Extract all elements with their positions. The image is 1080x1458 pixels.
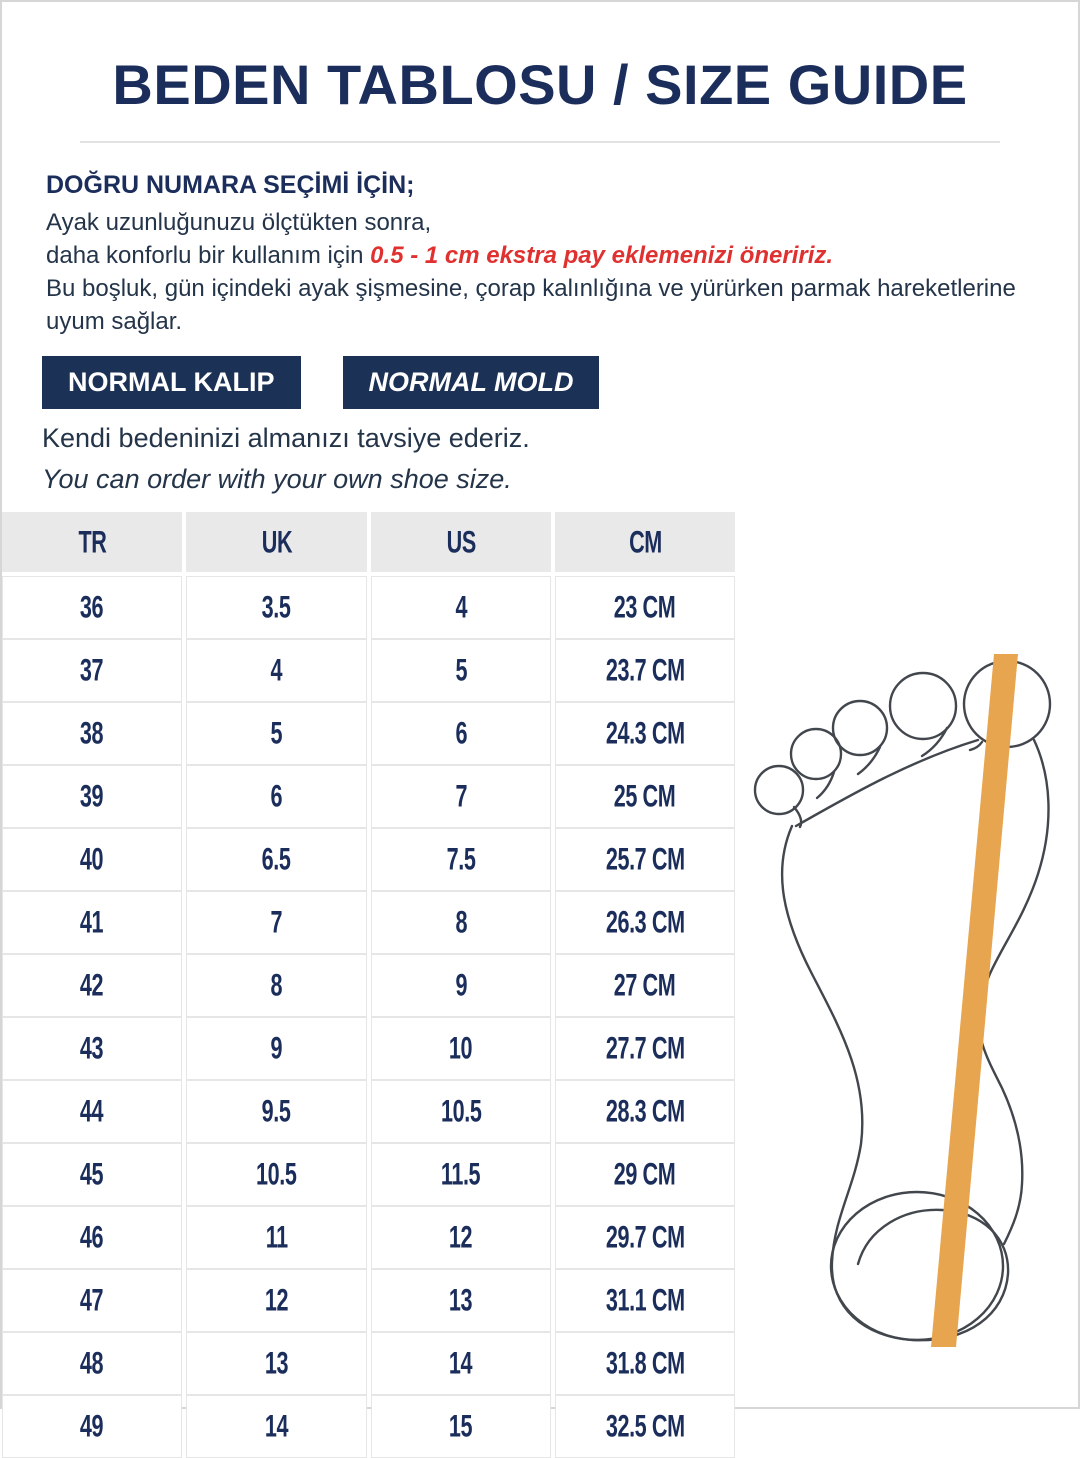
size-cell: 4 [371, 576, 551, 639]
extra-allowance-note: 0.5 - 1 cm ekstra pay eklemenizi öneriri… [370, 242, 834, 269]
size-cell: 8 [371, 891, 551, 954]
intro-line-2: daha konforlu bir kullanım için 0.5 - 1 … [46, 239, 1038, 272]
size-cell: 9 [371, 954, 551, 1017]
size-cell: 10.5 [371, 1080, 551, 1143]
size-cell: 26.3 CM [555, 891, 735, 954]
heel-outline [829, 1190, 1005, 1342]
size-cell: 6.5 [186, 828, 367, 891]
size-cell: 6 [371, 702, 551, 765]
size-cell: 6 [186, 765, 367, 828]
size-cell: 5 [186, 702, 367, 765]
intro-line-2-prefix: daha konforlu bir kullanım için [46, 242, 371, 269]
mold-badges: NORMAL KALIP NORMAL MOLD [42, 356, 1078, 409]
size-cell: 23 CM [555, 576, 735, 639]
size-cell: 43 [2, 1017, 182, 1080]
size-cell: 8 [186, 954, 367, 1017]
intro-line-1: Ayak uzunluğunuzu ölçtükten sonra, [46, 209, 432, 236]
size-cell: 39 [2, 765, 182, 828]
measuring-band [931, 654, 1018, 1347]
size-cell: 7.5 [371, 828, 551, 891]
size-cell: 4 [186, 639, 367, 702]
size-cell: 11 [186, 1206, 367, 1269]
foot-measure-illustration [753, 654, 1052, 1347]
size-cell: 29 CM [555, 1143, 735, 1206]
size-table-header-row: TR UK US CM [2, 512, 739, 572]
size-cell: 44 [2, 1080, 182, 1143]
size-cell: 38 [2, 702, 182, 765]
normal-kalip-badge: NORMAL KALIP [42, 356, 301, 409]
size-cell: 41 [2, 891, 182, 954]
size-cell: 27 CM [555, 954, 735, 1017]
size-cell: 23.7 CM [555, 639, 735, 702]
size-cell: 13 [186, 1332, 367, 1395]
size-cell: 47 [2, 1269, 182, 1332]
column-header-cm: CM [555, 512, 735, 572]
size-table-body: 36 3.5 4 23 CM 37 4 5 23.7 CM 38 5 6 24.… [2, 576, 739, 1458]
intro-section: DOĞRU NUMARA SEÇİMİ İÇİN; Ayak uzunluğun… [46, 169, 1038, 338]
column-header-tr: TR [2, 512, 182, 572]
size-cell: 42 [2, 954, 182, 1017]
size-cell: 12 [186, 1269, 367, 1332]
intro-line-3: Bu boşluk, gün içindeki ayak şişmesine, … [46, 275, 1016, 335]
size-cell: 11.5 [371, 1143, 551, 1206]
toe-outline [831, 699, 889, 757]
size-cell: 3.5 [186, 576, 367, 639]
size-cell: 36 [2, 576, 182, 639]
size-cell: 31.8 CM [555, 1332, 735, 1395]
size-cell: 45 [2, 1143, 182, 1206]
size-cell: 12 [371, 1206, 551, 1269]
size-cell: 28.3 CM [555, 1080, 735, 1143]
size-cell: 10 [371, 1017, 551, 1080]
intro-heading: DOĞRU NUMARA SEÇİMİ İÇİN; [46, 171, 415, 199]
size-cell: 7 [371, 765, 551, 828]
size-table: TR UK US CM 36 3.5 4 23 CM 37 4 5 23.7 C… [2, 512, 739, 1458]
size-cell: 46 [2, 1206, 182, 1269]
pinky-toe-outline [753, 764, 805, 816]
size-cell: 15 [371, 1395, 551, 1458]
size-cell: 9 [186, 1017, 367, 1080]
size-cell: 37 [2, 639, 182, 702]
toe-outline [789, 727, 843, 781]
size-cell: 14 [371, 1332, 551, 1395]
size-cell: 24.3 CM [555, 702, 735, 765]
size-cell: 25 CM [555, 765, 735, 828]
size-cell: 14 [186, 1395, 367, 1458]
size-cell: 40 [2, 828, 182, 891]
size-cell: 7 [186, 891, 367, 954]
size-cell: 49 [2, 1395, 182, 1458]
toe-outline [888, 671, 958, 741]
size-cell: 9.5 [186, 1080, 367, 1143]
advice-tr: Kendi bedeninizi almanızı tavsiye ederiz… [42, 423, 530, 453]
size-cell: 31.1 CM [555, 1269, 735, 1332]
size-cell: 5 [371, 639, 551, 702]
column-header-us: US [371, 512, 551, 572]
size-cell: 29.7 CM [555, 1206, 735, 1269]
advice-en: You can order with your own shoe size. [42, 464, 512, 494]
title-divider [80, 141, 1000, 143]
normal-mold-badge: NORMAL MOLD [342, 356, 600, 409]
size-cell: 10.5 [186, 1143, 367, 1206]
size-cell: 27.7 CM [555, 1017, 735, 1080]
size-cell: 48 [2, 1332, 182, 1395]
column-header-uk: UK [186, 512, 367, 572]
size-cell: 32.5 CM [555, 1395, 735, 1458]
size-cell: 25.7 CM [555, 828, 735, 891]
page-title: BEDEN TABLOSU / SIZE GUIDE [112, 53, 968, 116]
size-cell: 13 [371, 1269, 551, 1332]
size-guide-page: BEDEN TABLOSU / SIZE GUIDE DOĞRU NUMARA … [2, 52, 1078, 1458]
